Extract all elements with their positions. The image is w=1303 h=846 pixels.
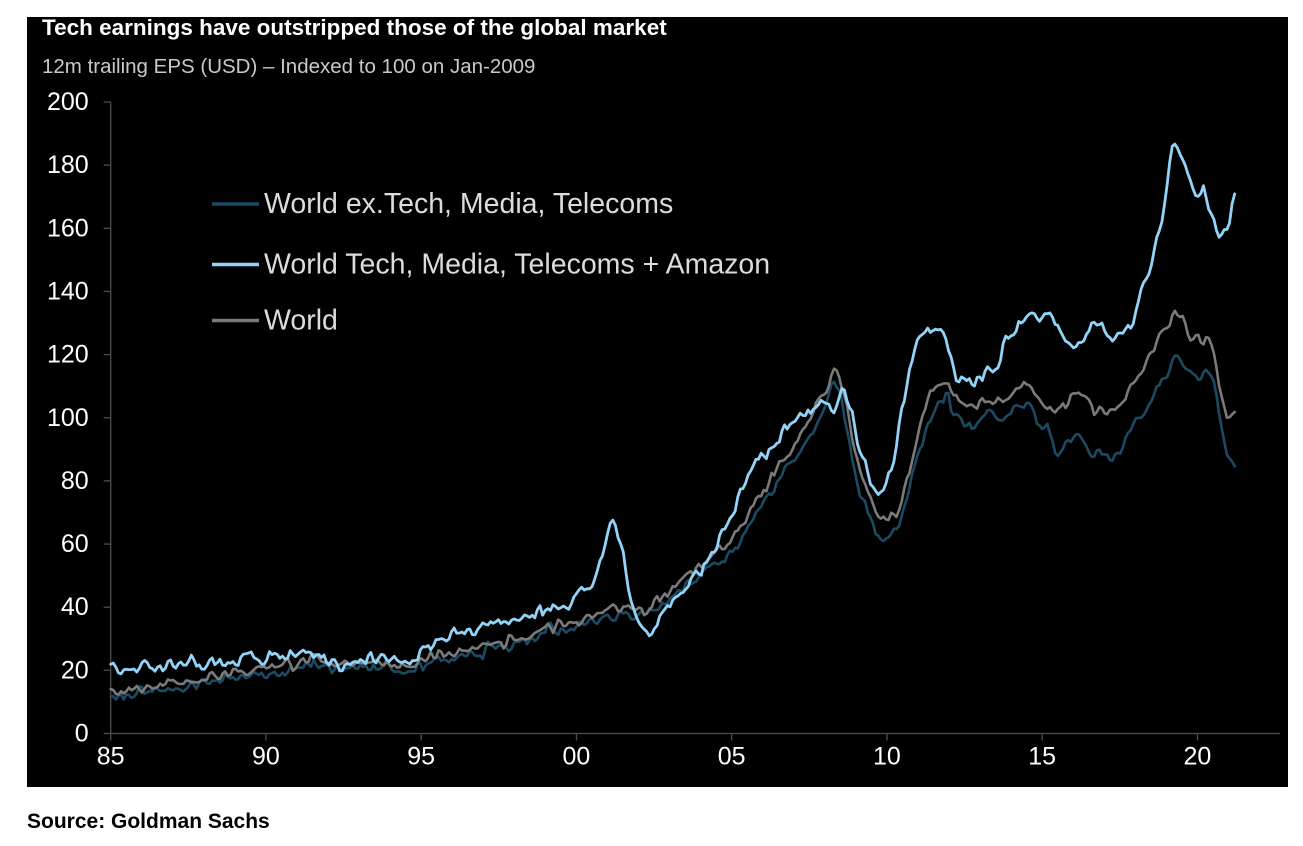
svg-text:60: 60 bbox=[61, 530, 89, 558]
svg-text:10: 10 bbox=[873, 743, 901, 771]
svg-text:80: 80 bbox=[61, 467, 89, 495]
svg-text:05: 05 bbox=[718, 743, 746, 771]
svg-text:160: 160 bbox=[47, 214, 89, 242]
svg-text:World ex.Tech, Media, Telecoms: World ex.Tech, Media, Telecoms bbox=[264, 188, 673, 220]
svg-text:20: 20 bbox=[1184, 743, 1212, 771]
svg-text:180: 180 bbox=[47, 151, 89, 179]
svg-text:200: 200 bbox=[47, 88, 89, 116]
svg-text:00: 00 bbox=[563, 743, 591, 771]
svg-text:120: 120 bbox=[47, 341, 89, 369]
svg-text:90: 90 bbox=[252, 743, 280, 771]
svg-text:World: World bbox=[264, 305, 338, 337]
svg-text:40: 40 bbox=[61, 593, 89, 621]
svg-text:20: 20 bbox=[61, 656, 89, 684]
svg-text:World Tech, Media, Telecoms +: World Tech, Media, Telecoms + Amazon bbox=[264, 249, 770, 281]
svg-text:100: 100 bbox=[47, 404, 89, 432]
svg-text:95: 95 bbox=[407, 743, 435, 771]
svg-text:15: 15 bbox=[1028, 743, 1056, 771]
svg-text:140: 140 bbox=[47, 277, 89, 305]
svg-text:0: 0 bbox=[75, 720, 89, 748]
svg-text:85: 85 bbox=[97, 743, 125, 771]
